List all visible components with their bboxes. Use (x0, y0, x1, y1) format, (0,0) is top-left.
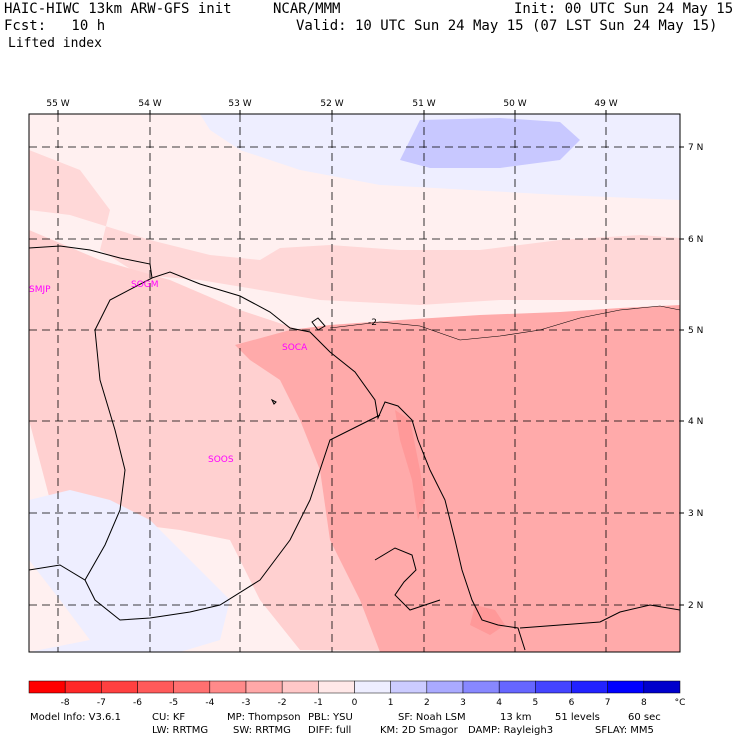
model-info-item: 60 sec (628, 712, 661, 723)
colorbar-swatch (643, 680, 681, 694)
colorbar: -8 -7 -6 -5 -4 -3 -2 -1 0 1 2 3 4 5 6 7 8 °C (28, 680, 686, 708)
org-label: NCAR/MMM (273, 1, 341, 17)
island (311, 317, 326, 331)
lon-label: 52 W (320, 99, 343, 109)
lat-label: 4 N (688, 417, 703, 427)
border-guiana-brazil (374, 547, 441, 611)
field-light-sw (29, 560, 90, 652)
colorbar-tick-label: 3 (460, 698, 466, 708)
plot-frame (28, 113, 681, 653)
contour-label: -2 (368, 318, 377, 328)
model-info-item: 51 levels (555, 712, 600, 723)
lon-label: 51 W (412, 99, 435, 109)
colorbar-swatch (28, 680, 66, 694)
lat-label: 2 N (688, 601, 703, 611)
lon-label: 50 W (503, 99, 526, 109)
model-info-item: DIFF: full (308, 725, 352, 736)
colorbar-swatch (209, 680, 247, 694)
colorbar-tick-label: 7 (605, 698, 611, 708)
colorbar-swatch (64, 680, 102, 694)
colorbar-swatch (281, 680, 319, 694)
colorbar-tick-label: 0 (352, 698, 358, 708)
forecast-hour: Fcst: 10 h (4, 18, 106, 34)
model-info-item: Model Info: V3.6.1 (30, 712, 121, 723)
colorbar-swatch (101, 680, 138, 694)
lon-label: 55 W (46, 99, 69, 109)
model-info-item: 13 km (500, 712, 532, 723)
lat-lon-grid (29, 114, 680, 652)
model-info-item: SF: Noah LSM (398, 712, 466, 723)
border-suriname-guiana (84, 414, 381, 621)
model-info-item: DAMP: Rayleigh3 (468, 725, 554, 736)
station-soca: SOCA (282, 343, 308, 353)
colorbar-tick-label: 1 (388, 698, 394, 708)
colorbar-swatch (318, 680, 355, 694)
colorbar-swatch (535, 680, 572, 694)
lon-label: 54 W (138, 99, 161, 109)
colorbar-tick-label: -5 (169, 698, 178, 708)
lon-label: 53 W (228, 99, 251, 109)
contour-minus2 (329, 305, 680, 341)
field-pink-band (29, 150, 680, 305)
axis-labels: 55 W 54 W 53 W 52 W 51 W 50 W 49 W 7 N 6 N 5 N 4 N… (46, 99, 703, 611)
field-name: Lifted index (8, 36, 102, 51)
model-title: HAIC-HIWC 13km ARW-GFS init (4, 1, 232, 17)
lat-label: 5 N (688, 326, 703, 336)
colorbar-tick-label: -7 (97, 698, 106, 708)
model-info-item: LW: RRTMG (152, 725, 209, 736)
colorbar-swatch (354, 680, 391, 694)
colorbar-tick-label: 6 (569, 698, 575, 708)
model-info-item: SFLAY: MM5 (595, 725, 654, 736)
colorbar-unit: °C (675, 698, 686, 708)
model-info-item: CU: KF (152, 712, 186, 723)
contour-lines (329, 305, 680, 341)
coastline (29, 245, 526, 651)
colorbar-tick-label: -3 (242, 698, 251, 708)
field-lavender-sw (29, 490, 230, 652)
colorbar-tick-label: -6 (133, 698, 142, 708)
lat-label: 7 N (688, 143, 703, 153)
model-info-item: MP: Thompson (227, 712, 301, 723)
colorbar-tick-label: 2 (424, 698, 430, 708)
colorbar-swatch (137, 680, 174, 694)
colorbar-tick-label: -8 (61, 698, 70, 708)
lon-label: 49 W (594, 99, 617, 109)
model-info-item: KM: 2D Smagor (380, 725, 458, 736)
colorbar-swatch (571, 680, 608, 694)
station-smjp: SMJP (29, 285, 51, 295)
colorbar-tick-label: -1 (314, 698, 323, 708)
field-periwinkle-core (400, 118, 580, 168)
colorbar-swatch (498, 680, 536, 694)
colorbar-tick-label: 5 (532, 698, 538, 708)
colorbar-swatch (426, 680, 464, 694)
model-info-item: SW: RRTMG (233, 725, 291, 736)
lat-label: 6 N (688, 235, 703, 245)
colorbar-tick-label: -4 (205, 698, 214, 708)
colorbar-swatch (173, 680, 211, 694)
colorbar-tick-label: 8 (641, 698, 647, 708)
islet (270, 398, 277, 405)
field-salmon-east (235, 305, 680, 652)
field-salmon-streak (395, 410, 425, 520)
valid-time: Valid: 10 UTC Sun 24 May 15 (07 LST Sun … (296, 18, 718, 34)
coastlines-borders (29, 245, 680, 651)
station-sogm: SOGM (131, 280, 159, 290)
model-info-item: PBL: YSU (308, 712, 353, 723)
colorbar-swatch (390, 680, 428, 694)
colorbar-swatch (462, 680, 500, 694)
colorbar-swatch (245, 680, 283, 694)
lat-label: 3 N (688, 509, 703, 519)
colorbar-swatch (607, 680, 645, 694)
shaded-field (29, 114, 680, 652)
coastline-east (519, 604, 680, 629)
station-soos: SOOS (208, 455, 234, 465)
station-markers: SMJP SOGM SOCA SOOS (29, 280, 308, 465)
border-guyana-suriname (29, 277, 153, 581)
colorbar-tick-label: -2 (278, 698, 287, 708)
colorbar-tick-label: 4 (496, 698, 502, 708)
init-time: Init: 00 UTC Sun 24 May 15 (514, 1, 734, 17)
